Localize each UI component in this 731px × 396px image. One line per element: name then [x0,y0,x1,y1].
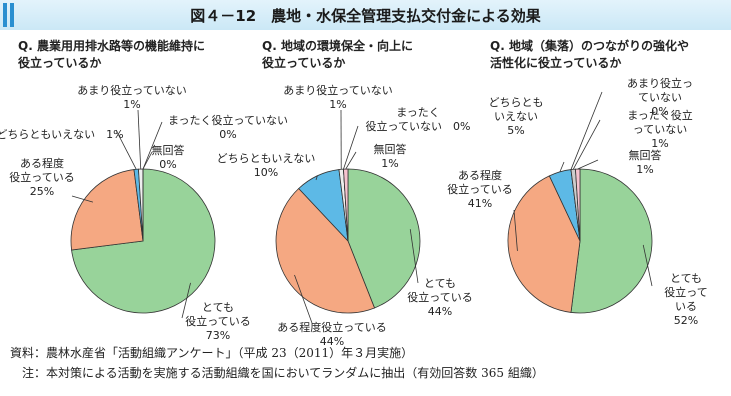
category-label: まったく役立っていない [627,109,693,136]
leader-line [142,121,163,170]
leader-line [642,244,653,287]
pie-slice [507,175,581,313]
pie-slice [70,169,144,251]
value-label: 0% [219,128,237,141]
slice-label: ある程度 役立っている 41% [447,169,512,211]
category-label: どちらともいえない [0,128,96,141]
slice-label: どちらともいえない 1% [0,128,124,142]
category-label: あまり役立っていない [627,77,693,104]
slice-label: どちらともいえない 10% [217,152,316,180]
value-label: 1% [636,163,654,176]
value-label: 1% [381,157,399,170]
value-label: 1% [651,137,669,150]
slice-label: ある程度 役立っている 25% [9,157,74,199]
category-label: まったく 役立っていない [365,106,442,133]
leader-line [345,151,357,170]
question: Q. 地域の環境保全・向上に 役立っているか [262,39,413,70]
leader-line [115,129,137,170]
category-label: まったく役立っていない [167,114,289,127]
value-label: 0% [651,105,669,118]
category-label: とても 役立っている [407,277,473,304]
leader-line [572,119,601,170]
value-label: 0% [453,120,471,133]
leader-line [181,282,191,319]
category-label: ある程度 役立っている [447,169,513,196]
category-label: ある程度役立っている [277,321,387,334]
slice-label: あまり役立っていない 1% [283,84,392,112]
value-label: 1% [106,128,124,141]
slice-label: 無回答 1% [629,149,662,177]
title: 図４－12 農地・水保全管理支払交付金による効果 [190,7,541,25]
value-label: 1% [329,98,347,111]
note: 資料：農林水産省「活動組織アンケート」（平成 23（2011）年３月実施） [10,346,414,360]
value-label: 73% [205,329,231,342]
value-label: 10% [253,166,279,179]
leader-line [343,125,359,170]
category-label: とても 役立っている [664,272,708,313]
leader-line [315,175,318,181]
leader-line [570,91,603,170]
title-bar [0,0,731,30]
slice-label: あまり役立っていない 1% [77,84,186,112]
leader-line [137,109,142,170]
category-label: とても 役立っている [185,301,251,328]
leader-line [409,229,419,284]
question: Q. 農業用用排水路等の機能維持に 役立っているか [18,39,205,70]
category-label: 無回答 [151,144,185,157]
pie-slice [570,168,653,314]
category-label: あまり役立っていない [283,84,393,97]
leader-line [577,159,599,170]
pie-slice [347,168,421,309]
slice-label: とても 役立っている 52% [664,272,709,328]
slice-label: とても 役立っている 73% [185,301,250,343]
value-label: 25% [29,185,55,198]
category-label: どちらともいえない [216,152,316,165]
slice-label: まったく役立っていない 0% [168,114,288,142]
leader-line [294,274,313,324]
note: 注：本対策による活動を実施する活動組織を国においてランダムに抽出（有効回答数 3… [22,366,544,380]
leader-line [142,151,153,170]
category-label: 無回答 [373,143,407,156]
leader-line [513,209,518,251]
slice-label: どちらとも いえない 5% [489,96,544,138]
leader-line [559,161,565,173]
slice-label: ある程度役立っている 44% [277,321,386,349]
pie-slice [343,168,349,242]
value-label: 52% [673,314,699,327]
value-label: 0% [159,158,177,171]
slice-label: まったく 役立っていない 0% [366,106,471,134]
decoration [3,3,7,27]
category-label: どちらとも いえない [488,96,544,123]
value-label: 1% [123,98,141,111]
category-label: ある程度 役立っている [9,157,75,184]
slice-label: まったく役立っていない 1% [625,109,696,151]
pie-slice [275,187,376,314]
slice-label: 無回答 1% [374,143,407,171]
slice-label: あまり役立っていない 0% [625,77,696,119]
value-label: 41% [467,197,493,210]
category-label: 無回答 [628,149,662,162]
leader-line [71,195,94,203]
question: Q. 地域（集落）のつながりの強化や 活性化に役立っているか [490,39,689,70]
category-label: あまり役立っていない [77,84,187,97]
slice-label: とても 役立っている 44% [407,277,472,319]
value-label: 44% [319,335,345,348]
value-label: 5% [507,124,525,137]
value-label: 44% [427,305,453,318]
decoration [10,3,14,27]
slice-label: 無回答 0% [152,144,185,172]
